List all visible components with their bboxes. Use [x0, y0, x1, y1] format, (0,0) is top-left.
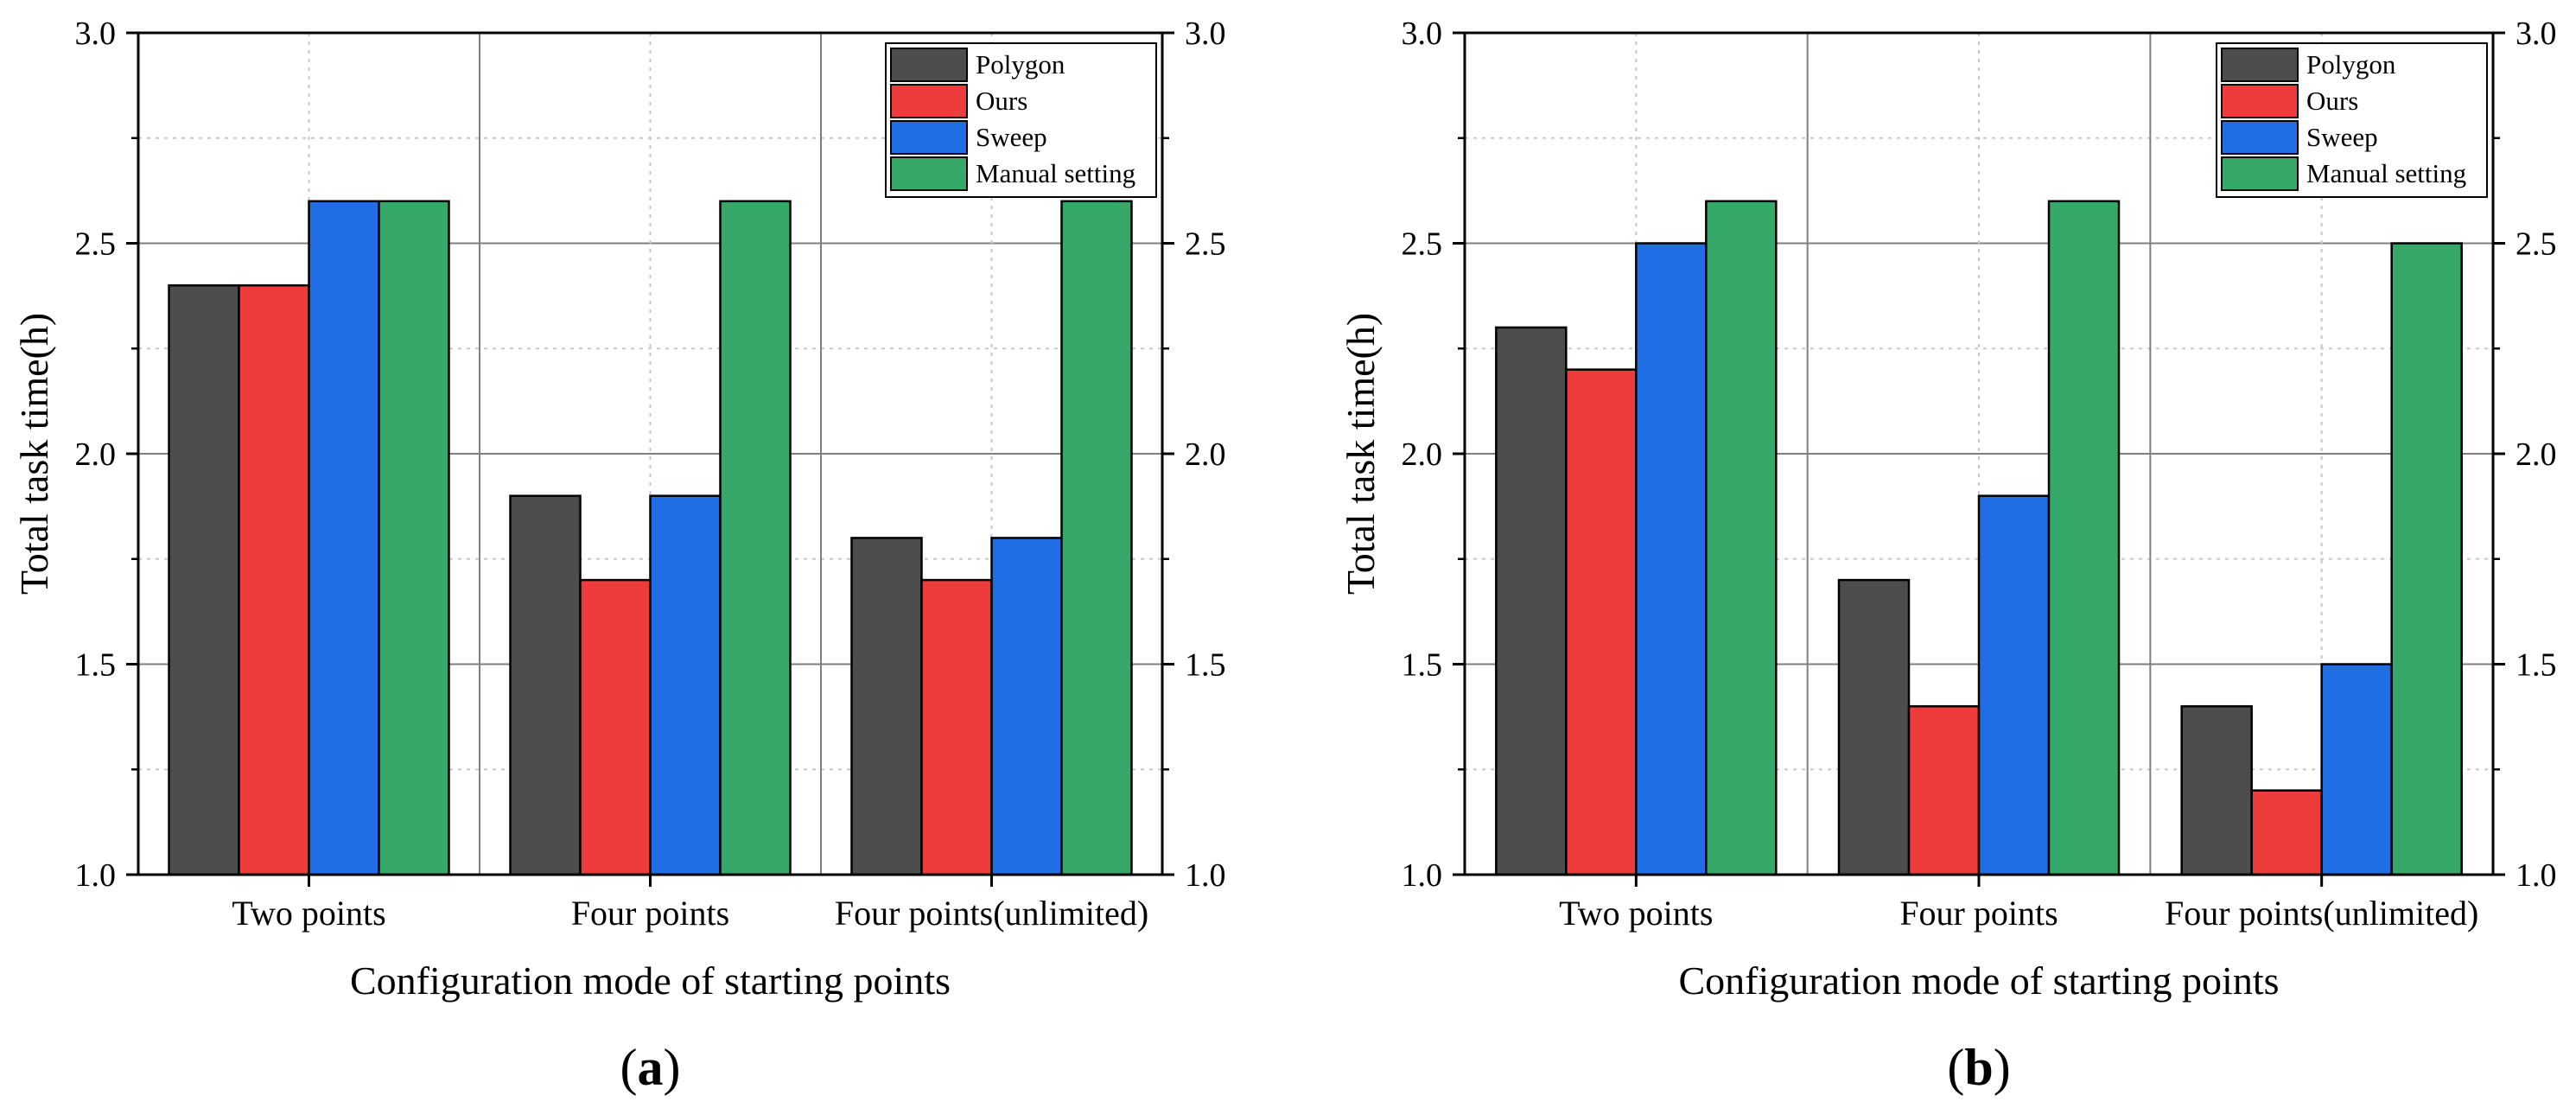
legend-swatch-manual-setting — [890, 156, 968, 191]
y-tick-label-left: 2.5 — [75, 226, 117, 263]
y-tick-label-right: 1.0 — [1185, 857, 1226, 894]
y-tick-label-left: 1.5 — [1402, 647, 1443, 684]
bar-polygon-2 — [1837, 578, 1911, 876]
legend-label: Sweep — [2306, 122, 2378, 152]
bar-ours-1 — [1565, 368, 1638, 876]
y-tick-label-right: 1.5 — [2516, 647, 2557, 684]
y-tick-label-left: 3.0 — [75, 16, 117, 52]
legend-label: Ours — [2306, 86, 2358, 116]
y-tick-label-right: 2.0 — [1185, 436, 1226, 473]
legend-label: Polygon — [2306, 49, 2396, 80]
chart-panel-b: 1.0 1.0 1.5 1.5 2.0 2.0 2.5 2.5 3.0 3.0 Two points… — [1339, 16, 2557, 1096]
legend-swatch-manual-setting — [2221, 156, 2299, 191]
legend-swatch-ours — [2221, 84, 2299, 118]
y-tick-label-left: 1.0 — [75, 857, 117, 894]
legend-swatch-sweep — [890, 120, 968, 155]
bar-ours-2 — [579, 578, 652, 876]
legend-label: Manual setting — [976, 158, 1135, 188]
bar-ours-3 — [920, 578, 993, 876]
x-tick-label: Four points(unlimited) — [2165, 894, 2478, 933]
chart-panel-a: 1.0 1.0 1.5 1.5 2.0 2.0 2.5 2.5 3.0 3.0 Two points… — [12, 16, 1226, 1096]
y-tick-label-right: 2.5 — [1185, 226, 1226, 263]
panel-label-letter: b — [1964, 1039, 1993, 1096]
y-tick-label-left: 1.0 — [1402, 857, 1443, 894]
panel-label-close-paren: ) — [664, 1039, 681, 1096]
legend-swatch-polygon — [890, 48, 968, 82]
y-tick-label-left: 3.0 — [1402, 16, 1443, 52]
legend-label: Polygon — [976, 49, 1065, 80]
bar-sweep-3 — [2320, 663, 2393, 876]
bar-ours-2 — [1907, 704, 1981, 876]
y-tick-label-right: 2.5 — [2516, 226, 2557, 263]
x-axis-title: Configuration mode of starting points — [1678, 958, 2279, 1003]
bar-manual-setting-3 — [1060, 200, 1133, 876]
bar-polygon-1 — [1495, 326, 1568, 876]
y-tick-label-left: 2.5 — [1402, 226, 1443, 263]
x-tick-label: Two points — [1559, 894, 1713, 933]
bar-sweep-2 — [649, 494, 722, 876]
x-axis-title: Configuration mode of starting points — [350, 958, 951, 1003]
bar-ours-3 — [2250, 789, 2323, 876]
legend-swatch-polygon — [2221, 48, 2299, 82]
y-tick-label-left: 2.0 — [75, 436, 117, 473]
y-axis-title: Total task time(h) — [12, 313, 56, 595]
x-tick-label: Four points — [1899, 894, 2058, 933]
bar-sweep-2 — [1977, 494, 2051, 876]
bar-polygon-3 — [850, 537, 923, 876]
legend-swatch-ours — [890, 84, 968, 118]
y-tick-label-left: 2.0 — [1402, 436, 1443, 473]
bar-ours-1 — [238, 283, 310, 876]
y-tick-label-right: 3.0 — [1185, 16, 1226, 52]
bar-manual-setting-2 — [719, 200, 792, 876]
bar-manual-setting-1 — [378, 200, 450, 876]
bar-manual-setting-3 — [2390, 242, 2463, 876]
bar-polygon-3 — [2180, 704, 2253, 876]
panel-label-letter: a — [638, 1039, 664, 1096]
bar-manual-setting-2 — [2047, 200, 2121, 876]
bar-manual-setting-1 — [1705, 200, 1778, 876]
y-tick-label-right: 3.0 — [2516, 16, 2557, 52]
y-tick-label-right: 1.5 — [1185, 647, 1226, 684]
x-tick-label: Two points — [232, 894, 385, 933]
legend-label: Manual setting — [2306, 158, 2466, 188]
panel-label-open-paren: ( — [620, 1039, 638, 1096]
bar-sweep-1 — [1635, 242, 1708, 876]
y-tick-label-right: 1.0 — [2516, 857, 2557, 894]
y-tick-label-right: 2.0 — [2516, 436, 2557, 473]
panel-label: (a) — [620, 1039, 681, 1096]
legend-label: Sweep — [976, 122, 1047, 152]
y-axis-title: Total task time(h) — [1339, 313, 1383, 595]
panel-label-open-paren: ( — [1947, 1039, 1964, 1096]
x-tick-label: Four points — [571, 894, 729, 933]
bar-polygon-2 — [509, 494, 582, 876]
panel-label-close-paren: ) — [1994, 1039, 2011, 1096]
panel-label: (b) — [1947, 1039, 2010, 1096]
x-tick-label: Four points(unlimited) — [835, 894, 1148, 933]
legend-swatch-sweep — [2221, 120, 2299, 155]
bar-polygon-1 — [168, 283, 240, 876]
bar-sweep-3 — [990, 537, 1063, 876]
bar-sweep-1 — [308, 200, 380, 876]
legend-label: Ours — [976, 86, 1027, 116]
y-tick-label-left: 1.5 — [75, 647, 117, 684]
